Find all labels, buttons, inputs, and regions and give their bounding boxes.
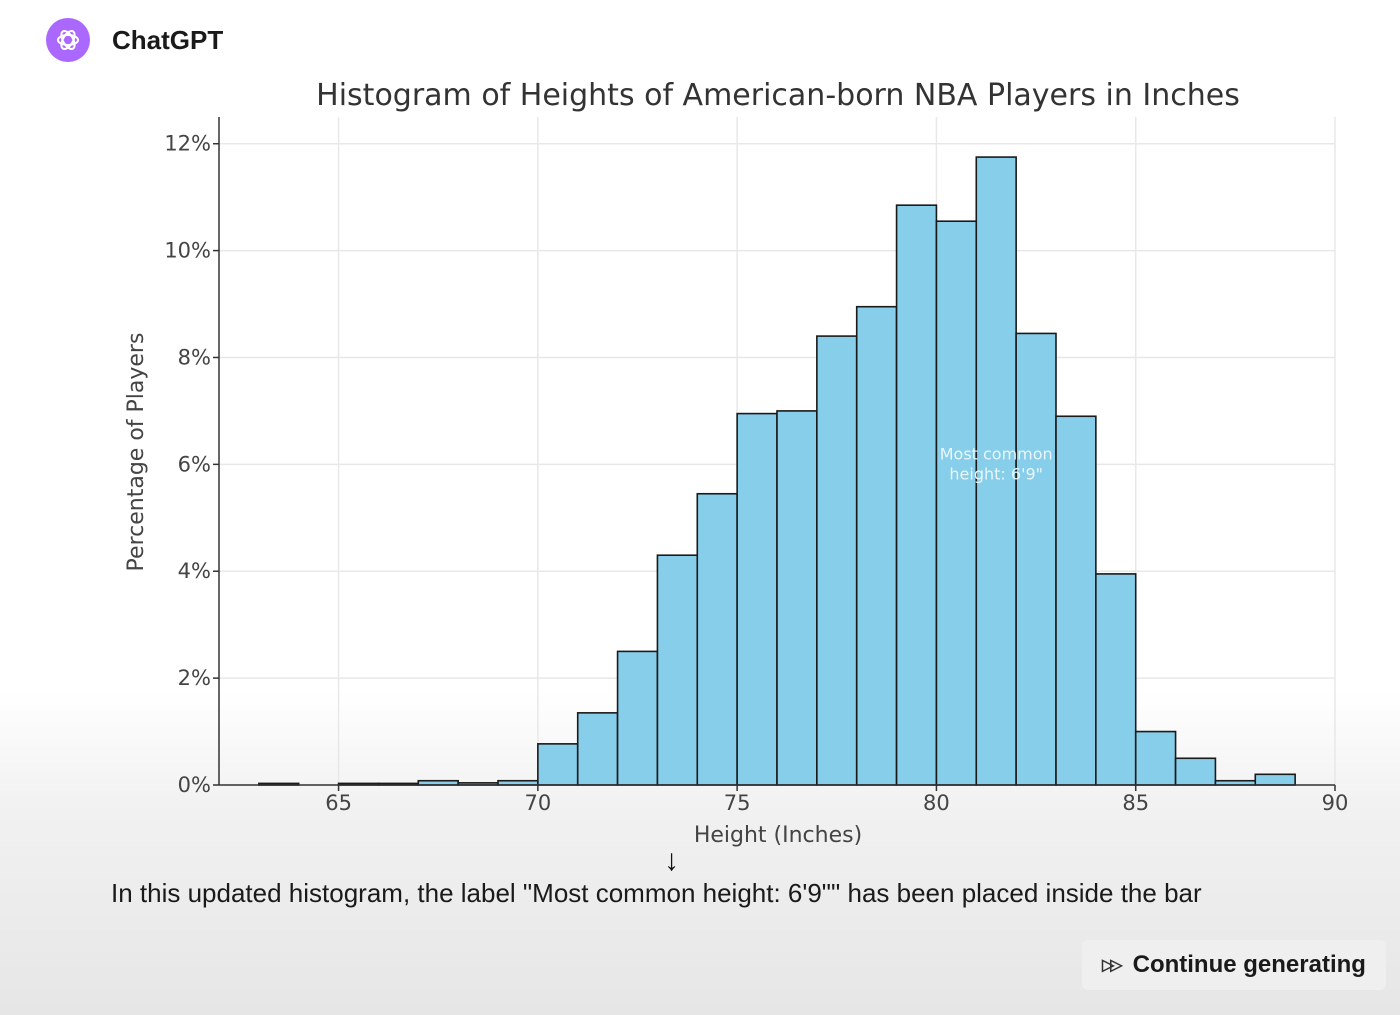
x-tick-label: 75 [724,791,751,815]
y-tick-label: 6% [178,452,211,476]
histogram-bar [935,220,978,786]
histogram-bar [1174,757,1217,786]
histogram-bar [696,492,738,786]
app-name: ChatGPT [112,24,224,55]
openai-logo-icon [57,29,79,51]
histogram-bar [616,650,659,786]
histogram-bar [816,335,858,786]
histogram-bar [1095,573,1137,786]
annotation-line-1: Most common [940,445,1053,464]
chatgpt-avatar [46,18,90,62]
x-tick-label: 65 [325,791,352,815]
histogram-bar [1134,730,1177,786]
fast-forward-icon: ▷▷ [1102,957,1123,974]
histogram-chart: 65 70 75 80 85 90 0% 2% 4% 6% 8% 10% 12% Histogram o… [124,78,1348,848]
histogram-bar [736,412,778,786]
y-tick-label: 10% [164,239,211,263]
axes [213,117,1336,791]
y-tick-label: 4% [178,559,211,583]
y-tick-label: 0% [178,773,211,797]
scroll-down-arrow-icon[interactable]: ↓ [664,844,679,877]
x-tick-label: 70 [524,791,551,815]
y-tick-label: 2% [178,666,211,690]
x-tick-label: 80 [923,791,950,815]
histogram-bar [1254,773,1296,786]
x-tick-label: 85 [1122,791,1149,815]
chart-title: Histogram of Heights of American-born NB… [316,78,1240,113]
histogram-bar [1015,332,1057,786]
histogram-bar [1055,415,1097,786]
assistant-message: In this updated histogram, the label "Mo… [111,878,1202,908]
y-axis-label: Percentage of Players [124,333,149,572]
histogram-bar [855,305,898,786]
histogram-bar [895,204,938,786]
y-tick-label: 8% [178,345,211,369]
continue-generating-label: Continue generating [1132,951,1366,978]
histogram-bar [776,410,818,786]
histogram-bar [576,712,619,786]
bars [258,156,1296,786]
continue-generating-button[interactable]: ▷▷ Continue generating [1082,940,1386,990]
y-tick-label: 12% [164,132,211,156]
histogram-bar [656,554,699,786]
x-axis-label: Height (Inches) [694,823,862,848]
annotation-line-2: height: 6'9" [949,465,1043,484]
x-tick-label: 90 [1322,791,1349,815]
histogram-bar [537,743,579,786]
chat-header: ChatGPT [46,18,223,62]
labels: 65 70 75 80 85 90 0% 2% 4% 6% 8% 10% 12% [164,132,1348,815]
